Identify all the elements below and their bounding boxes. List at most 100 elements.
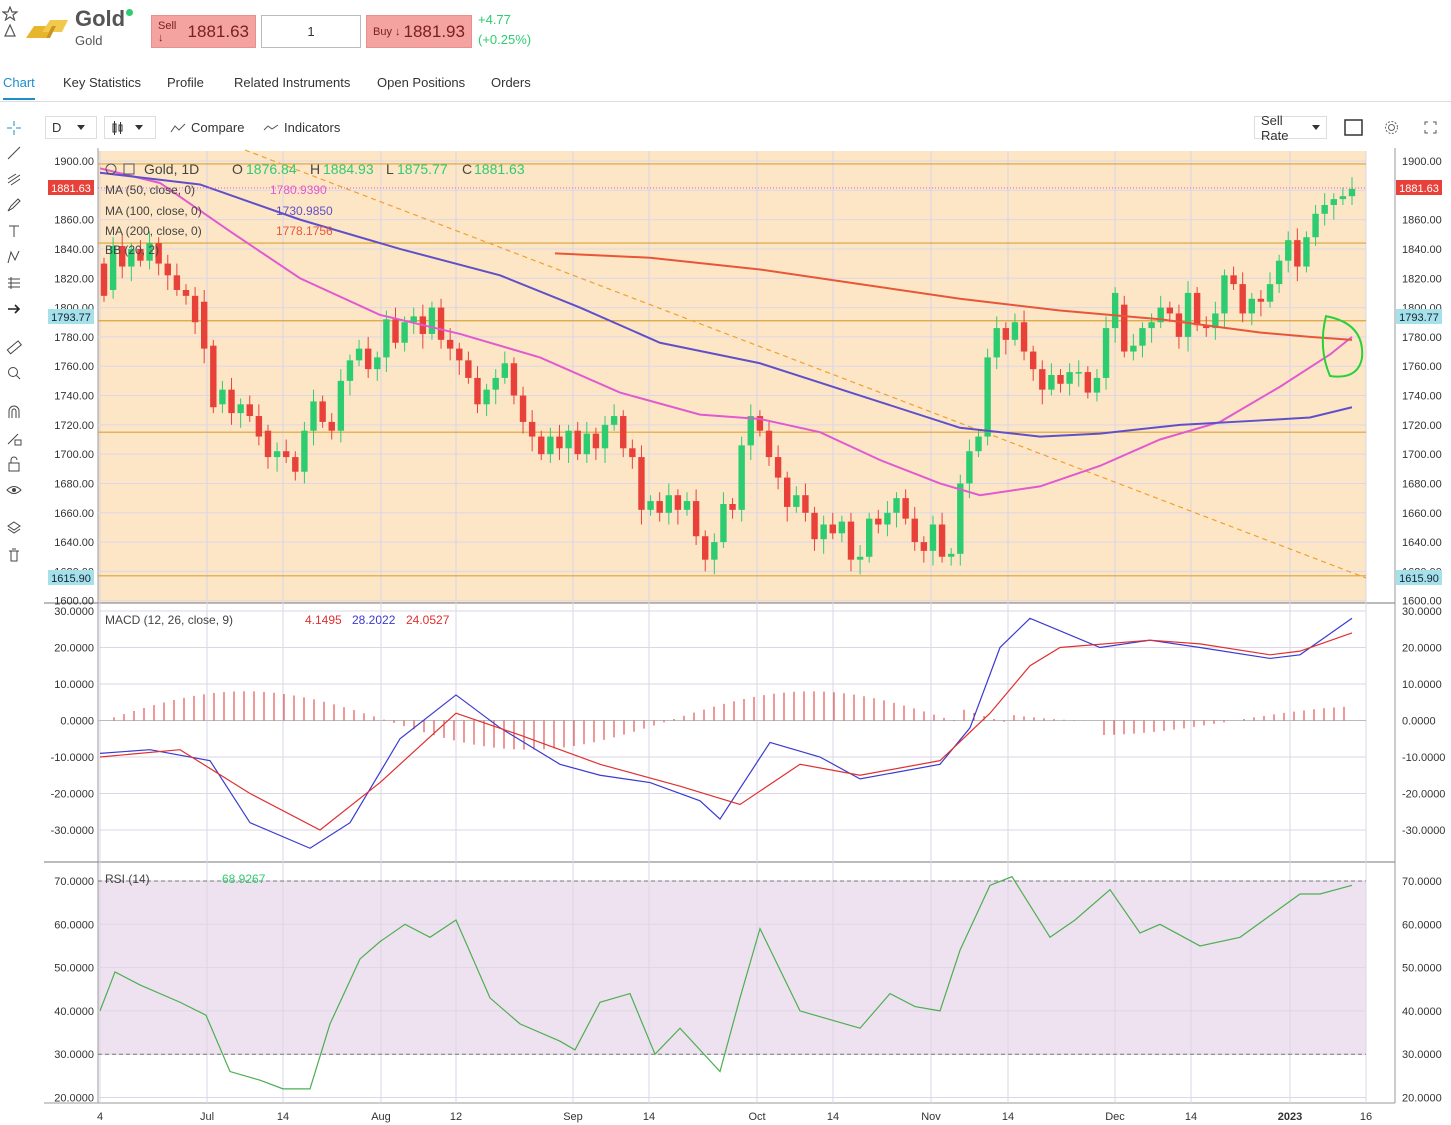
- alert-icon[interactable]: [2, 23, 18, 38]
- x-tick-label: 16: [1360, 1111, 1372, 1123]
- rate-select[interactable]: Sell Rate: [1254, 113, 1327, 143]
- indicators-button[interactable]: Indicators: [263, 116, 340, 139]
- x-tick-label: 14: [277, 1111, 289, 1123]
- tab-open-positions[interactable]: Open Positions: [377, 75, 466, 90]
- chart-area[interactable]: 4 Jul 14 Aug 12 Sep 14 Oct 14 Nov 14 Dec 14 2023 16 190…: [0, 148, 1451, 1125]
- ma100-value: 1730.9850: [276, 204, 333, 218]
- candle: [119, 246, 126, 267]
- tab-chart[interactable]: Chart: [3, 75, 35, 100]
- text-icon[interactable]: [4, 221, 24, 241]
- y-tick-label-right: 20.0000: [1402, 643, 1442, 655]
- ma100-line: [99, 171, 1353, 438]
- candle: [865, 518, 873, 557]
- legend-h-label: H: [310, 161, 320, 177]
- compare-button[interactable]: Compare: [170, 116, 244, 139]
- x-tick-label: Sep: [563, 1111, 583, 1123]
- compare-label: Compare: [191, 120, 245, 135]
- candle: [601, 424, 609, 449]
- chart-type-select[interactable]: [104, 116, 156, 139]
- y-tick-label-right: 30.0000: [1402, 1049, 1442, 1061]
- collapse-icon[interactable]: [105, 163, 117, 175]
- current-price-tag-left: 1881.63: [51, 183, 91, 195]
- ma50-line: [99, 167, 1353, 497]
- candle: [774, 457, 782, 478]
- candle: [255, 416, 263, 437]
- ma200-value: 1778.1756: [276, 224, 333, 238]
- candle: [947, 553, 955, 557]
- candle: [747, 416, 754, 446]
- tab-key-statistics[interactable]: Key Statistics: [63, 75, 142, 90]
- candle: [1348, 188, 1356, 197]
- candle: [355, 348, 363, 361]
- candle: [1121, 304, 1128, 352]
- sell-button[interactable]: Sell ↓ 1881.63: [151, 15, 256, 48]
- y-tick-label-left: 1740.00: [54, 391, 94, 403]
- lock-draw-icon[interactable]: [4, 428, 24, 448]
- y-tick-label-right: 70.0000: [1402, 876, 1442, 888]
- indicators-label: Indicators: [284, 120, 341, 135]
- candle: [583, 433, 591, 455]
- y-tick-label-left: 20.0000: [54, 1093, 94, 1105]
- candle: [1057, 375, 1064, 384]
- interval-select[interactable]: D: [45, 116, 97, 139]
- y-tick-label-left: 1860.00: [54, 215, 94, 227]
- expand-button[interactable]: [1424, 116, 1437, 139]
- forecast-icon[interactable]: [4, 273, 24, 293]
- candle: [1139, 328, 1146, 346]
- ruler-icon[interactable]: [4, 337, 24, 357]
- main-legend: Gold, 1D O 1876.84 H 1884.93 L 1875.77 C…: [105, 161, 525, 257]
- candle: [1230, 275, 1237, 285]
- candle: [1166, 307, 1174, 314]
- crosshair-icon[interactable]: [4, 118, 24, 138]
- macd-legend: MACD (12, 26, close, 9) 4.1495 28.2022 2…: [105, 613, 450, 627]
- tab-related-instruments[interactable]: Related Instruments: [234, 75, 351, 90]
- arrow-icon[interactable]: [4, 299, 24, 319]
- trendline-icon[interactable]: [4, 143, 24, 163]
- candle: [428, 307, 436, 334]
- zoom-icon[interactable]: [4, 363, 24, 383]
- candle: [574, 430, 581, 455]
- tab-profile[interactable]: Profile: [167, 75, 204, 90]
- candle: [938, 524, 946, 557]
- settings-button[interactable]: [1384, 116, 1399, 139]
- y-tick-label-right: -10.0000: [1402, 752, 1445, 764]
- y-tick-label-left: 1780.00: [54, 332, 94, 344]
- tab-orders[interactable]: Orders: [491, 75, 531, 90]
- candle: [565, 430, 572, 449]
- rsi-legend: RSI (14) 68.9267: [105, 872, 266, 886]
- eye-icon[interactable]: [4, 480, 24, 500]
- candle: [1002, 328, 1010, 340]
- buy-button[interactable]: Buy ↓ 1881.93: [366, 15, 472, 48]
- candles-icon: [112, 120, 123, 135]
- y-tick-label-right: 1720.00: [1402, 420, 1442, 432]
- fullscreen-box-button[interactable]: [1344, 116, 1363, 139]
- y-tick-label-left: 70.0000: [54, 876, 94, 888]
- price-background: [98, 151, 1366, 603]
- candle: [756, 416, 764, 431]
- candle: [610, 416, 618, 425]
- candle: [738, 445, 745, 510]
- amount-input[interactable]: 1: [261, 15, 361, 48]
- candle: [820, 524, 827, 540]
- candle: [173, 275, 181, 290]
- candle: [1075, 372, 1082, 374]
- brush-icon[interactable]: [4, 195, 24, 215]
- legend-high: 1884.93: [323, 161, 374, 177]
- x-tick-label: Nov: [921, 1111, 941, 1123]
- pattern-icon[interactable]: [4, 247, 24, 267]
- candle: [838, 521, 846, 534]
- candle: [1102, 328, 1110, 378]
- fib-icon[interactable]: [4, 169, 24, 189]
- candle: [1257, 298, 1265, 302]
- candle: [911, 518, 918, 543]
- lock-icon[interactable]: [4, 454, 24, 474]
- ma200-label: MA (200, close, 0): [105, 224, 202, 238]
- low-tag-left-bg: [48, 570, 94, 585]
- trash-icon[interactable]: [4, 545, 24, 565]
- layers-icon[interactable]: [4, 518, 24, 538]
- star-icon[interactable]: [2, 6, 18, 21]
- magnet-icon[interactable]: [4, 402, 24, 422]
- level-tag-right: 1793.77: [1399, 312, 1439, 324]
- candle: [620, 416, 627, 449]
